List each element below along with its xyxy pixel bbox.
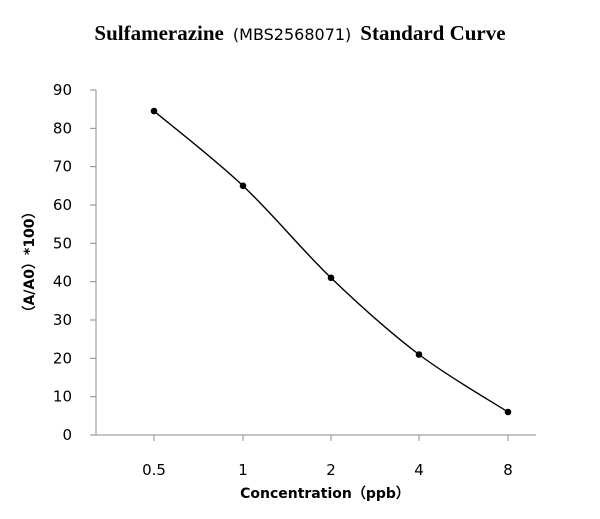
data-point <box>150 107 158 115</box>
y-tick-label: 0 <box>62 426 72 444</box>
y-tick-label: 30 <box>53 311 72 329</box>
chart-title-compound: Sulfamerazine <box>94 21 223 45</box>
chart-title-catalog: (MBS2568071) <box>233 25 351 44</box>
chart-title-suffix: Standard Curve <box>360 21 505 45</box>
y-tick-label: 40 <box>53 273 72 291</box>
series-line <box>153 110 509 413</box>
x-axis: 0.5 1 2 4 8 <box>96 434 536 479</box>
y-tick-label: 90 <box>53 81 72 99</box>
y-axis: 0 10 20 30 40 50 60 70 80 90 <box>53 81 97 444</box>
data-point <box>415 351 423 358</box>
data-point <box>504 408 512 416</box>
data-point <box>239 182 247 190</box>
y-tick-label: 60 <box>53 196 72 214</box>
y-tick-label: 20 <box>53 349 72 367</box>
x-tick-label: 1 <box>238 461 248 479</box>
x-axis-title: Concentration（ppb） <box>240 486 410 502</box>
y-tick-label: 10 <box>53 388 72 406</box>
y-axis-title: （A/A0）*100） <box>22 204 38 319</box>
chart-title: Sulfamerazine (MBS2568071) Standard Curv… <box>94 21 505 45</box>
x-tick-label: 2 <box>326 461 336 479</box>
data-point <box>327 274 335 282</box>
series <box>150 107 512 416</box>
y-tick-label: 70 <box>53 158 72 176</box>
x-tick-label: 8 <box>503 461 513 479</box>
x-tick-label: 0.5 <box>142 461 166 479</box>
x-tick-label: 4 <box>414 461 424 479</box>
y-tick-label: 80 <box>53 119 72 137</box>
y-tick-label: 50 <box>53 234 72 252</box>
